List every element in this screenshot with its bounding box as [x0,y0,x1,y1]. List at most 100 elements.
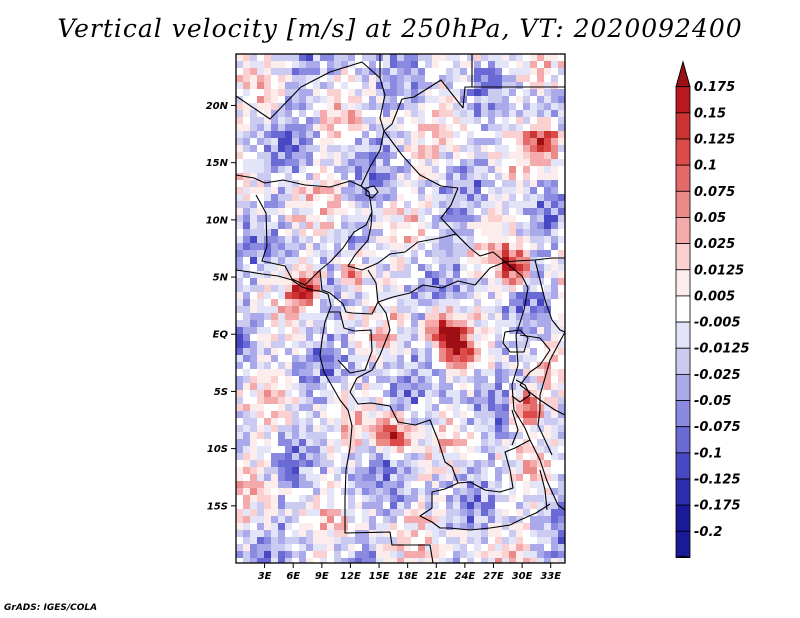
field-cell [383,460,390,467]
field-cell [481,327,488,334]
field-cell [327,215,334,222]
field-cell [523,523,530,530]
field-cell [446,362,453,369]
field-cell [460,138,467,145]
field-cell [439,537,446,544]
field-cell [306,250,313,257]
field-cell [460,425,467,432]
field-cell [236,453,243,460]
field-cell [236,390,243,397]
field-cell [488,530,495,537]
field-cell [509,432,516,439]
field-cell [495,509,502,516]
longitude-labels: 3E 6E 9E 12E 15E 18E 21E 24E 27E 30E 33E [258,563,561,582]
field-cell [362,89,369,96]
field-cell [425,166,432,173]
field-cell [369,257,376,264]
field-cell [411,474,418,481]
field-cell [418,166,425,173]
field-cell [376,278,383,285]
field-cell [446,145,453,152]
field-cell [236,103,243,110]
field-cell [334,96,341,103]
field-cell [397,355,404,362]
field-cell [495,54,502,61]
field-cell [432,383,439,390]
field-cell [306,124,313,131]
field-cell [432,509,439,516]
field-cell [404,117,411,124]
field-cell [306,285,313,292]
field-cell [243,390,250,397]
field-cell [313,61,320,68]
field-cell [355,495,362,502]
field-cell [383,215,390,222]
field-cell [488,166,495,173]
field-cell [362,495,369,502]
field-cell [313,334,320,341]
field-cell [418,432,425,439]
field-cell [313,54,320,61]
field-cell [460,411,467,418]
field-cell [551,488,558,495]
field-cell [390,222,397,229]
field-cell [285,61,292,68]
field-cell [243,103,250,110]
field-cell [278,215,285,222]
field-cell [313,271,320,278]
field-cell [502,418,509,425]
field-cell [495,215,502,222]
field-cell [376,467,383,474]
field-cell [362,271,369,278]
field-cell [425,131,432,138]
field-cell [425,264,432,271]
field-cell [348,334,355,341]
field-cell [236,299,243,306]
field-cell [334,341,341,348]
field-cell [355,502,362,509]
field-cell [523,467,530,474]
field-cell [369,54,376,61]
field-cell [250,439,257,446]
field-cell [243,292,250,299]
field-cell [439,313,446,320]
field-cell [250,250,257,257]
field-cell [341,117,348,124]
field-cell [292,320,299,327]
field-cell [257,376,264,383]
field-cell [467,292,474,299]
field-cell [439,509,446,516]
field-cell [397,495,404,502]
field-cell [467,474,474,481]
field-cell [404,460,411,467]
field-cell [481,110,488,117]
field-cell [278,313,285,320]
field-cell [341,54,348,61]
field-cell [404,89,411,96]
field-cell [285,481,292,488]
field-cell [313,390,320,397]
field-cell [362,383,369,390]
field-cell [474,376,481,383]
field-cell [411,530,418,537]
field-cell [418,159,425,166]
field-cell [460,208,467,215]
field-cell [313,551,320,558]
field-cell [474,446,481,453]
field-cell [418,474,425,481]
field-cell [285,222,292,229]
field-cell [257,390,264,397]
field-cell [474,334,481,341]
field-cell [250,481,257,488]
field-cell [299,425,306,432]
field-cell [460,110,467,117]
field-cell [551,152,558,159]
field-cell [250,110,257,117]
field-cell [236,215,243,222]
field-cell [446,89,453,96]
field-cell [411,103,418,110]
field-cell [264,558,271,563]
field-cell [425,89,432,96]
field-cell [306,537,313,544]
field-cell [467,110,474,117]
